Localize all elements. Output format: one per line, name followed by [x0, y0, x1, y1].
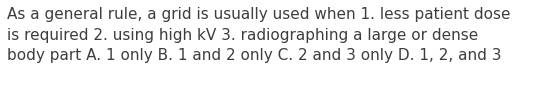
Text: As a general rule, a grid is usually used when 1. less patient dose
is required : As a general rule, a grid is usually use…: [7, 7, 511, 63]
